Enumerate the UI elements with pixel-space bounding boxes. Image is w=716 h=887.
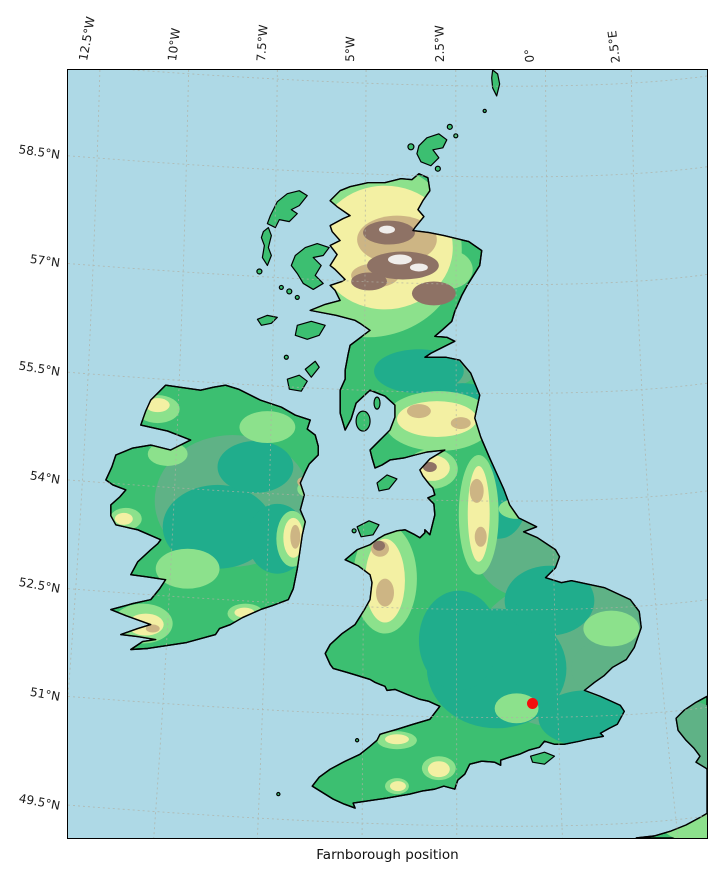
island-colonsay xyxy=(283,354,289,360)
map-frame xyxy=(67,69,708,839)
island-shetland-tip xyxy=(491,70,501,97)
x-tick-label: 7.5°W xyxy=(254,24,271,62)
x-tick-label: 2.5°W xyxy=(432,25,448,63)
island-uists xyxy=(260,226,272,267)
y-tick-label: 57°N xyxy=(29,251,61,270)
island-jura xyxy=(304,360,320,378)
island-scilly xyxy=(276,791,281,797)
island-isle-of-wight xyxy=(529,751,556,765)
meridian-12-5w xyxy=(68,70,101,702)
island-orkney-mainland xyxy=(416,133,448,167)
island-anglesey xyxy=(356,520,380,538)
meridian-5w xyxy=(361,70,367,838)
island-holyhead xyxy=(351,528,357,534)
island-lewis-harris xyxy=(266,190,308,229)
island-bute xyxy=(373,396,381,410)
terrain-shading-ireland xyxy=(109,395,318,644)
island-arran xyxy=(355,410,371,432)
parallel-60n xyxy=(128,70,707,87)
coastline-france-outline xyxy=(636,695,707,838)
island-skye xyxy=(290,242,330,291)
island-barra xyxy=(256,268,263,275)
island-lundy xyxy=(354,738,360,743)
island-fair-isle xyxy=(482,108,487,114)
caption: Farnborough position xyxy=(316,847,459,863)
y-tick-label: 58.5°N xyxy=(17,142,61,162)
island-mull xyxy=(294,320,326,340)
parallel-49-5n xyxy=(68,804,707,827)
islands xyxy=(256,70,556,797)
meridian-2-5w xyxy=(455,70,458,838)
island-islay xyxy=(286,374,308,392)
island-coll-tiree xyxy=(256,314,278,326)
y-tick-label: 54°N xyxy=(29,468,62,487)
graticule xyxy=(68,70,707,838)
y-tick-label: 49.5°N xyxy=(17,791,62,813)
coastline-ireland-outline xyxy=(105,384,319,651)
x-tick-label: 12.5°W xyxy=(76,15,98,62)
island-isle-of-man xyxy=(376,474,398,492)
y-tick-label: 52.5°N xyxy=(17,574,62,596)
coastline-great-britain-outline xyxy=(309,173,642,809)
x-tick-label: 0° xyxy=(522,48,538,64)
x-tick-label: 10°W xyxy=(165,27,184,62)
y-tick-label: 55.5°N xyxy=(17,358,62,379)
farnborough-marker-dot xyxy=(526,697,538,709)
map-canvas xyxy=(68,70,707,838)
landmasses xyxy=(105,70,707,838)
parallel-58-5n xyxy=(68,155,707,178)
y-tick-label: 51°N xyxy=(28,684,62,704)
x-tick-label: 2.5°E xyxy=(605,29,624,64)
x-tick-label: 5°W xyxy=(343,36,358,62)
meridian-2-5e xyxy=(630,70,679,838)
